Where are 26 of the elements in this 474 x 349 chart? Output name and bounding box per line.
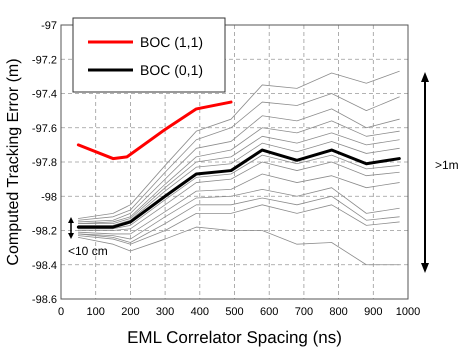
legend-label: BOC (0,1) bbox=[140, 62, 204, 78]
x-tick-label: 300 bbox=[156, 306, 174, 318]
x-tick-label: 1000 bbox=[396, 306, 420, 318]
y-tick-label: -98.4 bbox=[32, 260, 57, 272]
x-tick-label: 0 bbox=[58, 306, 64, 318]
annotation: <10 cm bbox=[68, 244, 108, 258]
x-tick-label: 800 bbox=[329, 306, 348, 318]
x-tick-label: 600 bbox=[260, 306, 278, 318]
x-tick-label: 900 bbox=[364, 306, 382, 318]
y-tick-label: -98.2 bbox=[32, 226, 57, 238]
y-tick-label: -98 bbox=[41, 191, 57, 204]
text: >1m bbox=[435, 158, 459, 172]
y-tick-label: -97 bbox=[41, 20, 57, 32]
y-tick-label: -97.2 bbox=[32, 54, 57, 66]
x-tick-label: 100 bbox=[86, 306, 105, 318]
y-tick-label: -97.4 bbox=[32, 88, 57, 100]
y-axis-title: Computed Tracking Error (m) bbox=[5, 58, 22, 266]
y-tick-label: -98.6 bbox=[32, 294, 57, 306]
y-tick-label: -97.6 bbox=[32, 122, 57, 135]
x-tick-label: 200 bbox=[121, 306, 140, 318]
legend-label: BOC (1,1) bbox=[140, 34, 204, 50]
x-tick-label: 400 bbox=[190, 306, 209, 318]
x-tick-label: 700 bbox=[294, 306, 314, 318]
y-tick-label: -97.8 bbox=[32, 157, 57, 169]
x-axis-title: EML Correlator Spacing (ns) bbox=[127, 328, 342, 347]
x-tick-label: 500 bbox=[225, 306, 244, 318]
